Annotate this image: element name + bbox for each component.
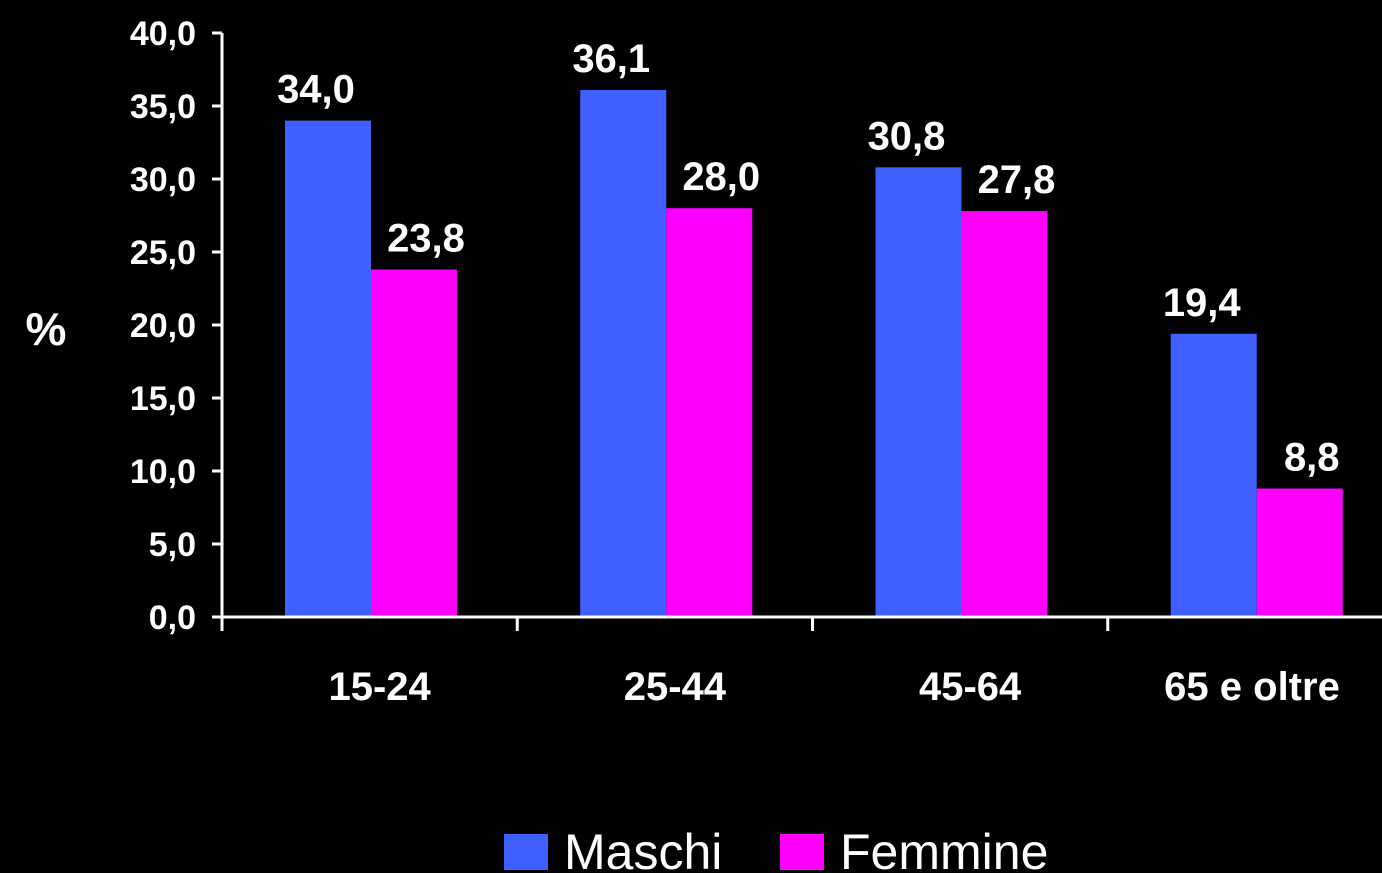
x-tick-label: 25-44 xyxy=(624,665,727,709)
x-tick-label: 45-64 xyxy=(919,665,1022,709)
bar-femmine xyxy=(371,269,457,617)
legend: Maschi Femmine xyxy=(504,824,1048,873)
x-tick-label: 65 e oltre xyxy=(1164,665,1340,709)
data-label: 28,0 xyxy=(682,155,760,199)
y-tick-label: 25,0 xyxy=(130,234,196,272)
y-tick-label: 10,0 xyxy=(130,453,196,491)
data-label: 34,0 xyxy=(277,68,355,112)
data-label: 19,4 xyxy=(1163,281,1242,325)
bar-femmine xyxy=(961,211,1048,617)
bar-maschi xyxy=(580,89,667,617)
bar-maschi xyxy=(875,167,962,617)
bar-femmine xyxy=(666,208,753,617)
data-label: 30,8 xyxy=(868,114,946,158)
y-tick-label: 20,0 xyxy=(130,307,196,345)
y-tick-label: 0,0 xyxy=(149,599,196,637)
y-tick-label: 35,0 xyxy=(130,88,196,126)
bars-group xyxy=(285,89,1343,617)
value-labels-group: 34,0 23,8 36,1 28,0 30,8 27,8 19,4 8,8 xyxy=(277,37,1339,480)
y-tick-label: 30,0 xyxy=(130,161,196,199)
data-label: 27,8 xyxy=(978,158,1056,202)
data-label: 23,8 xyxy=(387,217,465,261)
y-tick-label: 40,0 xyxy=(130,15,196,53)
data-label: 8,8 xyxy=(1284,436,1340,480)
x-ticks-group: 15-24 25-44 45-64 65 e oltre xyxy=(220,617,1340,709)
y-axis-label: % xyxy=(26,303,67,355)
bar-maschi xyxy=(285,120,371,617)
bar-femmine xyxy=(1256,488,1343,617)
y-tick-label: 15,0 xyxy=(130,380,196,418)
legend-label-maschi: Maschi xyxy=(564,824,722,873)
y-ticks-group: 0,0 5,0 10,0 15,0 20,0 25,0 30,0 35,0 40,0 xyxy=(130,15,222,637)
y-tick-label: 5,0 xyxy=(149,526,196,564)
legend-swatch-femmine xyxy=(780,834,824,870)
bar-maschi xyxy=(1170,333,1257,617)
data-label: 36,1 xyxy=(572,37,650,81)
legend-swatch-maschi xyxy=(504,834,548,870)
x-tick-label: 15-24 xyxy=(328,665,431,709)
legend-label-femmine: Femmine xyxy=(840,824,1048,873)
